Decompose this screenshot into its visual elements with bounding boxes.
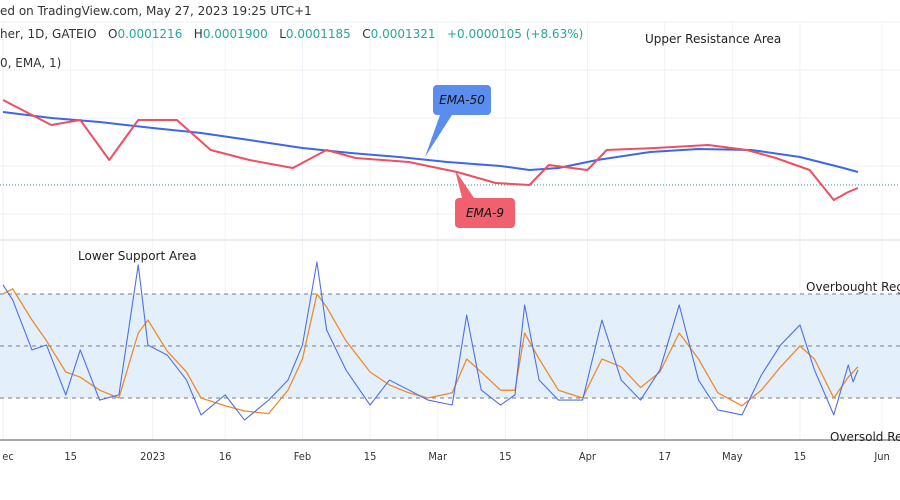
overbought-label: Overbought Regio [806,280,900,294]
published-caption: ed on TradingView.com, May 27, 2023 19:2… [0,4,312,18]
x-tick-label: ec [2,450,14,463]
ema9-callout: EMA-9 [455,198,515,228]
ema50-callout: EMA-50 [433,85,491,115]
x-tick-label: 15 [64,450,77,463]
low-value: 0.0001185 [285,27,351,41]
close-value: 0.0001321 [370,27,436,41]
x-tick-label: 15 [499,450,512,463]
ema9-line [2,99,859,201]
high-value: 0.0001900 [202,27,268,41]
symbol-label: her, 1D, GATEIO [0,27,97,41]
change-value: +0.0000105 (+8.63%) [446,27,584,41]
x-tick-label: 17 [658,450,671,463]
ohlc-legend: her, 1D, GATEIO O0.0001216 H0.0001900 L0… [0,27,583,41]
ema9-callout-text: EMA-9 [465,206,505,220]
open-value: 0.0001216 [117,27,183,41]
x-tick-label: Jun [874,450,890,463]
indicator-legend[interactable]: 0, EMA, 1) [0,56,62,70]
x-tick-label: May [722,450,743,463]
x-tick-label: Feb [293,450,312,463]
x-tick-label: 15 [363,450,377,463]
ema50-callout-text: EMA-50 [439,93,485,107]
high-label: H [193,27,203,41]
low-label: L [279,27,286,41]
rsi-line [2,261,859,421]
open-label: O [107,27,118,41]
x-tick-label: Mar [428,450,448,463]
upper-resistance-label: Upper Resistance Area [645,32,782,46]
oversold-label: Oversold Regi [830,430,900,444]
lower-support-label: Lower Support Area [78,249,197,263]
x-tick-label: 2023 [140,450,166,463]
rsi-ma-line [2,288,859,415]
x-tick-label: 16 [218,450,232,463]
x-tick-label: Apr [578,450,596,463]
x-tick-label: 15 [793,450,807,463]
ema50-callout-pointer [425,115,452,157]
ema9-callout-pointer [455,170,474,198]
close-label: C [362,27,371,41]
